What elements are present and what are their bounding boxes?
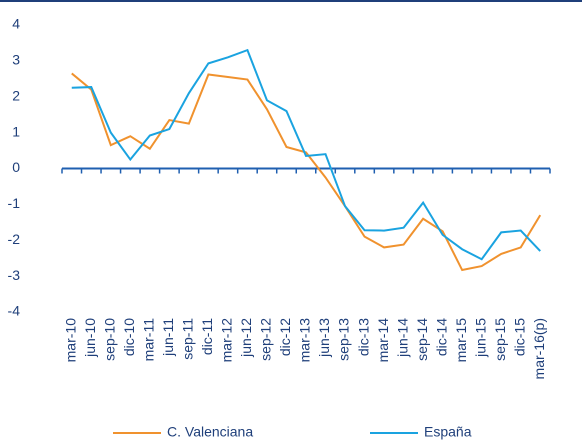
legend-label: C. Valenciana	[167, 424, 253, 440]
x-tick-label: mar-10	[62, 318, 78, 363]
x-tick-label: sep-13	[336, 318, 352, 361]
y-tick-label: 2	[12, 87, 20, 103]
x-tick-label: sep-12	[258, 318, 274, 361]
legend-label: España	[424, 424, 472, 440]
y-tick-label: 1	[12, 123, 20, 139]
x-tick-label: dic-10	[121, 318, 137, 356]
y-tick-label: -2	[8, 231, 21, 247]
x-tick-label: mar-11	[141, 318, 157, 362]
x-tick-label: mar-13	[297, 318, 313, 363]
x-tick-label: jun-13	[316, 318, 332, 358]
x-tick-label: sep-11	[180, 318, 196, 360]
y-tick-label: -4	[8, 303, 21, 319]
x-tick-label: mar-16(p)	[531, 318, 547, 379]
x-tick-label: mar-15	[453, 318, 469, 363]
x-tick-label: jun-14	[394, 318, 410, 358]
x-tick-label: sep-14	[414, 318, 430, 361]
x-tick-label: dic-11	[199, 318, 215, 355]
y-tick-label: -1	[8, 195, 21, 211]
y-tick-label: 3	[12, 52, 20, 68]
x-tick-label: dic-15	[511, 318, 527, 356]
series-line	[71, 48, 541, 261]
series-line	[71, 72, 542, 272]
x-tick-label: dic-14	[433, 318, 449, 356]
x-tick-label: mar-14	[375, 318, 391, 363]
x-tick-label: mar-12	[219, 318, 235, 363]
x-tick-label: sep-10	[102, 318, 118, 361]
x-tick-label: sep-15	[492, 318, 508, 361]
y-tick-label: 4	[12, 16, 20, 32]
x-tick-label: jun-12	[238, 318, 254, 358]
y-tick-label: 0	[12, 159, 20, 175]
x-tick-label: jun-15	[472, 318, 488, 358]
x-tick-label: dic-12	[277, 318, 293, 356]
y-tick-label: -3	[8, 267, 21, 283]
x-tick-label: jun-10	[82, 318, 98, 358]
x-tick-label: jun-11	[160, 318, 176, 357]
x-tick-label: dic-13	[355, 318, 371, 356]
